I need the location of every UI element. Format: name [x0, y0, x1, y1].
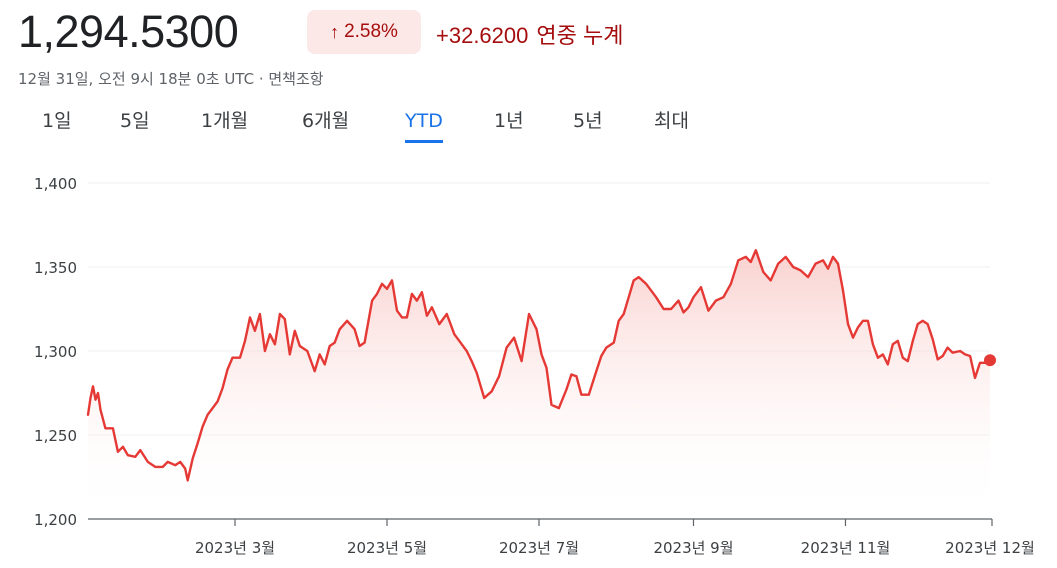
- y-tick-label: 1,300: [34, 343, 77, 361]
- last-point-marker: [984, 354, 996, 367]
- x-tick-label: 2023년 5월: [347, 539, 427, 557]
- tab-1y[interactable]: 1년: [494, 110, 524, 132]
- x-tick-label: 2023년 11월: [801, 539, 891, 557]
- tab-5y[interactable]: 5년: [573, 110, 603, 132]
- quote-timestamp: 12월 31일, 오전 9시 18분 0초 UTC · 면책조항: [18, 70, 324, 88]
- area-path: [88, 250, 990, 519]
- y-tick-label: 1,400: [34, 175, 77, 193]
- area-fill: [88, 250, 990, 519]
- arrow-up-icon: ↑: [330, 21, 340, 42]
- tab-ytd[interactable]: YTD: [405, 108, 443, 143]
- tab-max[interactable]: 최대: [654, 110, 689, 132]
- x-tick-label: 2023년 7월: [499, 539, 579, 557]
- tab-5d[interactable]: 5일: [120, 110, 150, 132]
- change-percent: 2.58%: [344, 21, 398, 42]
- change-summary: +32.6200 연중 누계: [436, 18, 623, 50]
- change-percent-badge: ↑ 2.58%: [307, 10, 421, 54]
- x-tick-label: 2023년 9월: [653, 539, 733, 557]
- change-value: +32.6200: [436, 23, 529, 48]
- change-period: 연중 누계: [536, 23, 624, 48]
- tab-1m[interactable]: 1개월: [201, 110, 249, 132]
- quote-price: 1,294.5300: [18, 6, 239, 57]
- series-line: [86, 249, 992, 482]
- y-tick-label: 1,350: [34, 259, 77, 277]
- tab-6m[interactable]: 6개월: [302, 110, 350, 132]
- x-tick-label: 2023년 12월: [945, 539, 1035, 557]
- y-axis: 1,200 1,250 1,300 1,350 1,400: [34, 175, 77, 529]
- tab-1d[interactable]: 1일: [42, 110, 72, 132]
- x-tick-label: 2023년 3월: [195, 539, 275, 557]
- x-axis: 2023년 3월 2023년 5월 2023년 7월 2023년 9월 2023년 11…: [88, 518, 1035, 557]
- y-tick-label: 1,200: [34, 511, 77, 529]
- range-tabs: 1일 5일 1개월 6개월 YTD 1년 5년 최대: [0, 108, 760, 143]
- price-line: [86, 249, 996, 482]
- y-tick-label: 1,250: [34, 427, 77, 445]
